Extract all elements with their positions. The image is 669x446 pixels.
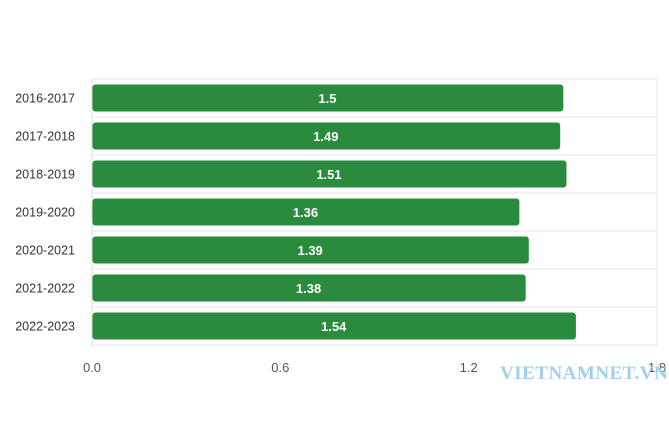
bar <box>92 160 567 188</box>
category-label: 2020-2021 <box>15 244 75 258</box>
data-label: 1.5 <box>318 91 336 106</box>
bar <box>92 312 576 340</box>
category-label: 2016-2017 <box>15 92 75 106</box>
bar <box>92 122 561 150</box>
bar <box>92 236 529 264</box>
data-label: 1.36 <box>293 205 318 220</box>
x-tick-label: 1.2 <box>460 360 478 375</box>
category-label: 2019-2020 <box>15 206 75 220</box>
category-label: 2018-2019 <box>15 168 75 182</box>
data-label: 1.49 <box>313 129 338 144</box>
bar <box>92 198 520 226</box>
data-label: 1.38 <box>296 281 321 296</box>
category-label: 2017-2018 <box>15 130 75 144</box>
bar <box>92 84 564 112</box>
category-label: 2022-2023 <box>15 320 75 334</box>
data-label: 1.54 <box>321 319 347 334</box>
x-tick-label: 1.8 <box>648 360 666 375</box>
bar <box>92 274 526 302</box>
data-label: 1.39 <box>297 243 322 258</box>
data-label: 1.51 <box>316 167 341 182</box>
x-tick-label: 0.6 <box>271 360 289 375</box>
bars <box>92 84 576 340</box>
labels: 0.0 0.6 1.2 1.8 2016-2017 1.5 2017-2018 1.49 201… <box>15 91 666 375</box>
x-tick-label: 0.0 <box>83 360 101 375</box>
grid-lines <box>91 78 658 346</box>
watermark-logo: VIETNAMNET.VN <box>500 363 668 384</box>
category-label: 2021-2022 <box>15 282 75 296</box>
